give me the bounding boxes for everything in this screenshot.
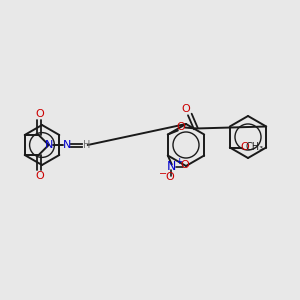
Text: O: O (35, 171, 44, 181)
Text: CH₃: CH₃ (246, 142, 264, 152)
Text: O: O (182, 103, 190, 113)
Text: O: O (176, 122, 185, 131)
Text: N: N (167, 160, 176, 173)
Text: +: + (175, 157, 183, 166)
Text: O: O (165, 172, 174, 182)
Text: H: H (83, 140, 90, 150)
Text: N: N (44, 140, 53, 150)
Text: N: N (62, 140, 71, 150)
Text: −: − (159, 169, 167, 178)
Text: O: O (35, 109, 44, 119)
Text: O: O (180, 160, 189, 170)
Text: O: O (240, 142, 249, 152)
